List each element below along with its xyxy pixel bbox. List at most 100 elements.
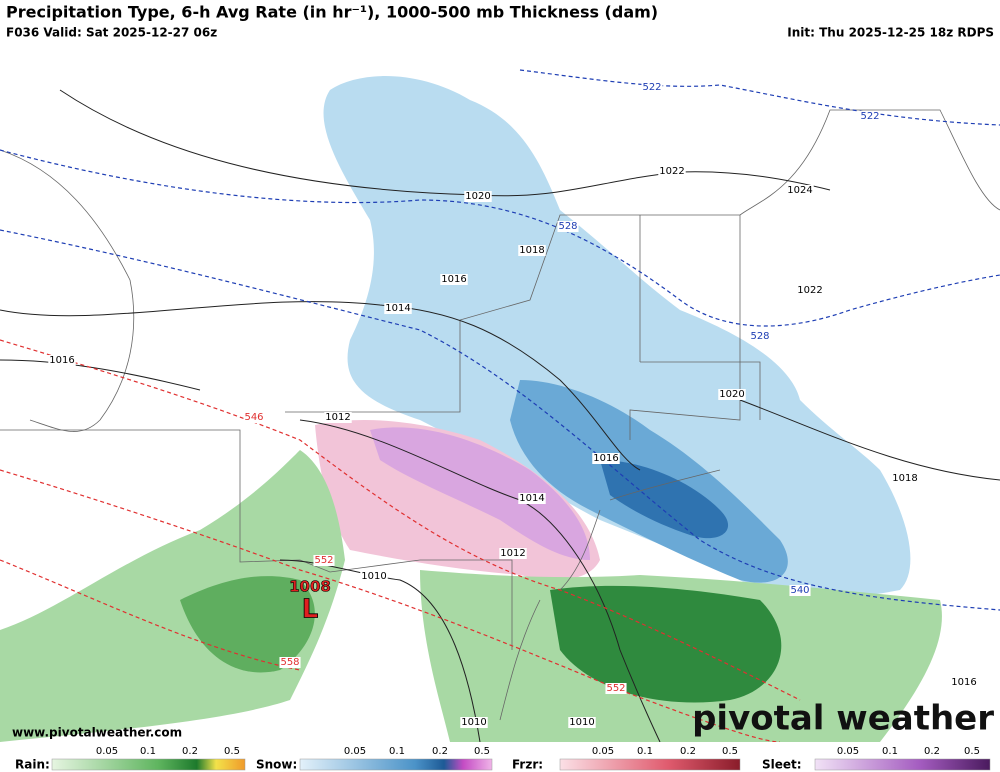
state-line bbox=[639, 215, 761, 420]
legend-tick-label: 0.2 bbox=[680, 746, 696, 757]
thickness-lines bbox=[0, 69, 1000, 743]
isobar-label: 1022 bbox=[659, 166, 684, 177]
thickness-label: 528 bbox=[558, 221, 577, 232]
isobar bbox=[0, 301, 641, 471]
legend-tick-label: 0.1 bbox=[882, 746, 898, 757]
legend-tick-label: 0.1 bbox=[140, 746, 156, 757]
thickness-line bbox=[519, 69, 1000, 126]
legend-name: Frzr: bbox=[512, 758, 543, 772]
legend-name: Rain: bbox=[15, 758, 50, 772]
isobar-label-bg bbox=[499, 548, 527, 559]
init-time: Init: Thu 2025-12-25 18z RDPS bbox=[787, 26, 994, 40]
legend-tick-label: 0.1 bbox=[637, 746, 653, 757]
thickness-label-bg bbox=[789, 585, 811, 596]
isobar-label-bg bbox=[786, 185, 814, 196]
isobar-label-bg bbox=[460, 717, 488, 728]
map-title: Precipitation Type, 6-h Avg Rate (in hr⁻… bbox=[6, 3, 658, 22]
isobar bbox=[59, 89, 831, 197]
thickness-label: 528 bbox=[750, 331, 769, 342]
thickness-label: 552 bbox=[314, 555, 333, 566]
isobar-label-bg bbox=[48, 355, 76, 366]
isobar-label-bg bbox=[518, 245, 546, 256]
rain-area-west-moderate bbox=[180, 576, 315, 673]
coastline bbox=[499, 469, 721, 721]
legend-colorbar bbox=[559, 758, 741, 771]
thickness-label: 552 bbox=[606, 683, 625, 694]
thickness-line bbox=[0, 469, 781, 743]
sleet-area bbox=[370, 427, 590, 560]
isobar-label-bg bbox=[568, 717, 596, 728]
legend-tick-label: 0.5 bbox=[224, 746, 240, 757]
isobar-label: 1016 bbox=[441, 274, 466, 285]
isobar-label-bg bbox=[796, 285, 824, 296]
legend-tick-label: 0.05 bbox=[96, 746, 118, 757]
low-symbol: L bbox=[302, 595, 319, 625]
legend-tick-label: 0.05 bbox=[344, 746, 366, 757]
boundaries bbox=[0, 109, 1000, 721]
isobar-label-bg bbox=[324, 412, 352, 423]
low-pressure-value: 1008 bbox=[289, 578, 331, 596]
legend-tick-label: 0.2 bbox=[182, 746, 198, 757]
thickness-label: 522 bbox=[860, 111, 879, 122]
legend-tick-label: 0.1 bbox=[389, 746, 405, 757]
isobar-label: 1010 bbox=[461, 717, 486, 728]
legend-name: Sleet: bbox=[762, 758, 802, 772]
snow-area-light bbox=[323, 76, 911, 598]
thickness-label-bg bbox=[605, 683, 627, 694]
isobar-label: 1014 bbox=[385, 303, 410, 314]
isobar-label: 1012 bbox=[500, 548, 525, 559]
site-url: www.pivotalweather.com bbox=[12, 726, 182, 740]
isobar-label: 1016 bbox=[49, 355, 74, 366]
thickness-label-bg bbox=[313, 555, 335, 566]
isobar-label: 1024 bbox=[787, 185, 812, 196]
coastline bbox=[739, 109, 1000, 216]
isobar-label: 1018 bbox=[519, 245, 544, 256]
state-line bbox=[0, 429, 513, 650]
isobar-label-bg bbox=[464, 191, 492, 202]
thickness-label-bg bbox=[859, 111, 881, 122]
thickness-label-bg bbox=[557, 221, 579, 232]
thickness-label-bg bbox=[641, 82, 663, 93]
legend-tick-label: 0.5 bbox=[722, 746, 738, 757]
thickness-label: 546 bbox=[244, 412, 263, 423]
isobar-label-bg bbox=[384, 303, 412, 314]
thickness-label: 540 bbox=[790, 585, 809, 596]
legend-colorbar bbox=[299, 758, 493, 771]
valid-time: F036 Valid: Sat 2025-12-27 06z bbox=[6, 26, 217, 40]
legend-colorbar bbox=[814, 758, 991, 771]
legend-tick-label: 0.05 bbox=[592, 746, 614, 757]
thickness-label: 522 bbox=[642, 82, 661, 93]
isobar-label-bg bbox=[891, 473, 919, 484]
isobar-label: 1016 bbox=[951, 677, 976, 688]
thickness-line bbox=[0, 559, 301, 671]
isobar-label: 1010 bbox=[361, 571, 386, 582]
thickness-label: 558 bbox=[280, 657, 299, 668]
legend-colorbar bbox=[51, 758, 246, 771]
isobar bbox=[0, 359, 1000, 481]
isobar-label: 1016 bbox=[593, 453, 618, 464]
isobar-label: 1010 bbox=[569, 717, 594, 728]
isobar-label-bg bbox=[950, 677, 978, 688]
isobar-label: 1020 bbox=[719, 389, 744, 400]
isobar-label-bg bbox=[718, 389, 746, 400]
map bbox=[0, 44, 1000, 743]
legend-tick-label: 0.5 bbox=[964, 746, 980, 757]
snow-area-heavy bbox=[600, 460, 729, 539]
isobar-label: 1014 bbox=[519, 493, 544, 504]
isobar-label: 1020 bbox=[465, 191, 490, 202]
thickness-label-bg bbox=[749, 331, 771, 342]
isobar-label-bg bbox=[592, 453, 620, 464]
legend-name: Snow: bbox=[256, 758, 297, 772]
lake-shore bbox=[0, 149, 135, 432]
isobar-label: 1018 bbox=[892, 473, 917, 484]
isobar-label-bg bbox=[360, 571, 388, 582]
isobar-label-bg bbox=[440, 274, 468, 285]
thickness-line bbox=[0, 149, 1000, 327]
isobar-label: 1012 bbox=[325, 412, 350, 423]
thickness-label-bg bbox=[279, 657, 301, 668]
legend-tick-label: 0.2 bbox=[432, 746, 448, 757]
legend-tick-label: 0.5 bbox=[474, 746, 490, 757]
isobar bbox=[299, 419, 661, 743]
isobar-label-bg bbox=[518, 493, 546, 504]
